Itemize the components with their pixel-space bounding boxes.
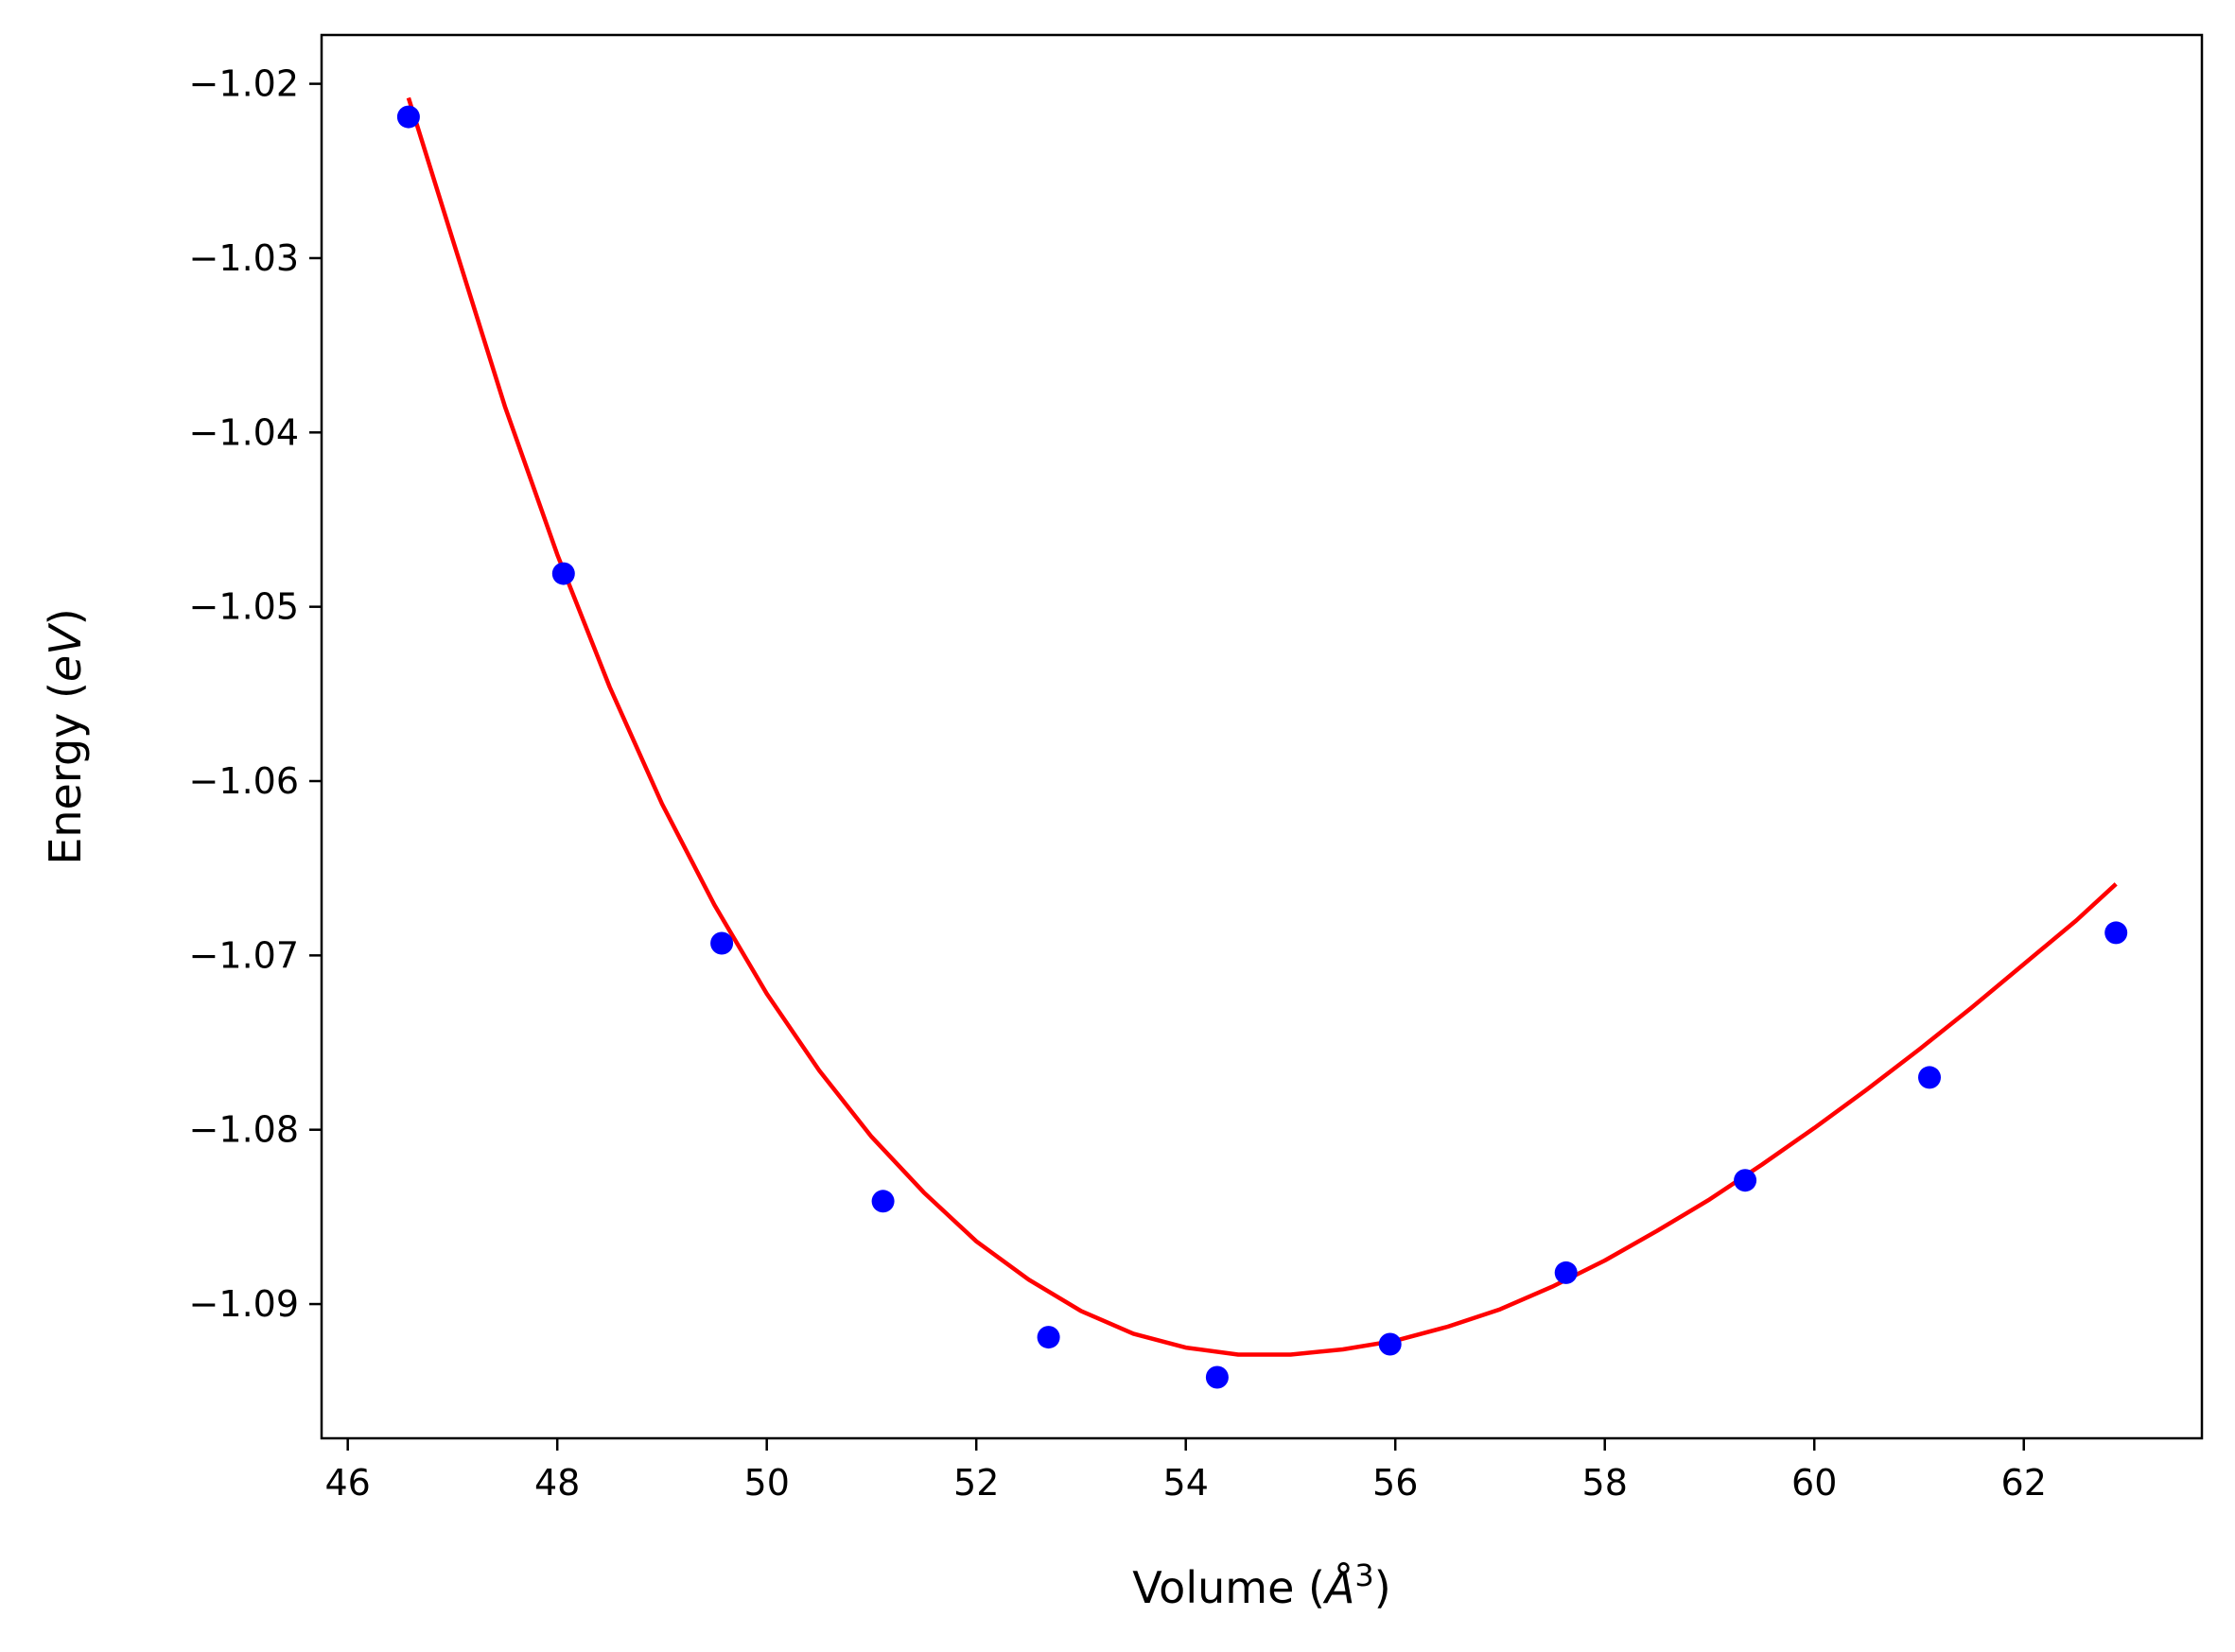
x-tick-label: 48	[534, 1462, 580, 1504]
y-tick-label: −1.03	[189, 237, 299, 279]
y-tick-label: −1.08	[189, 1109, 299, 1151]
y-tick-label: −1.06	[189, 760, 299, 802]
y-tick-label: −1.05	[189, 586, 299, 628]
x-axis-label: Volume (Å3)	[1132, 1557, 1390, 1613]
data-point	[1734, 1169, 1757, 1192]
plot-frame	[320, 33, 2204, 1440]
x-tick-label: 46	[325, 1462, 371, 1504]
x-tick-label: 56	[1372, 1462, 1418, 1504]
data-point	[1205, 1365, 1229, 1389]
y-tick-label: −1.09	[189, 1283, 299, 1325]
x-tick-label: 58	[1582, 1462, 1628, 1504]
x-axis-label-text: Volume (	[1132, 1562, 1325, 1613]
y-axis-label-close: )	[40, 608, 91, 625]
x-tick-label: 60	[1791, 1462, 1837, 1504]
y-axis-label-text: Energy (	[40, 682, 91, 865]
y-tick-label: −1.02	[189, 63, 299, 105]
x-tick-label: 54	[1163, 1462, 1209, 1504]
data-point	[1554, 1261, 1578, 1284]
x-axis-label-exponent: 3	[1354, 1557, 1373, 1593]
x-tick-label: 62	[2001, 1462, 2047, 1504]
y-axis-label: Energy (eV)	[40, 608, 91, 864]
y-tick-label: −1.04	[189, 411, 299, 453]
x-axis-ticks: 46 48 50 52 54 56 58 60 62	[325, 1438, 2047, 1504]
data-points-layer	[396, 105, 2128, 1389]
x-tick-label: 50	[744, 1462, 790, 1504]
data-point	[551, 562, 575, 585]
data-point	[871, 1190, 895, 1213]
x-tick-label: 52	[953, 1462, 999, 1504]
y-axis-label-unit: eV	[40, 622, 91, 682]
fit-curve-layer	[406, 96, 2118, 1357]
y-axis-ticks: −1.02 −1.03 −1.04 −1.05 −1.06 −1.07 −1.08 −1.09	[189, 63, 322, 1325]
data-point	[1378, 1332, 1402, 1356]
data-point	[396, 105, 420, 129]
y-tick-label: −1.07	[189, 934, 299, 976]
fit-curve-line	[406, 96, 2118, 1357]
plot-background	[322, 35, 2202, 1438]
x-axis-label-close: )	[1374, 1562, 1391, 1613]
data-point	[710, 931, 734, 955]
data-point	[1918, 1066, 1941, 1089]
data-point	[2104, 921, 2128, 945]
x-axis-label-unit: Å	[1322, 1562, 1354, 1613]
data-point	[1037, 1326, 1060, 1349]
